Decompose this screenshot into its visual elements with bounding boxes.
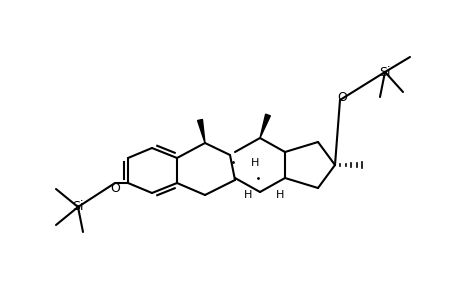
Text: Si: Si [72,200,84,214]
Text: H: H [275,190,284,200]
Text: H: H [250,158,258,168]
Text: O: O [336,91,346,103]
Text: Si: Si [378,65,390,79]
Polygon shape [197,119,205,143]
Text: O: O [110,182,120,194]
Polygon shape [259,114,270,138]
Text: H: H [243,190,252,200]
